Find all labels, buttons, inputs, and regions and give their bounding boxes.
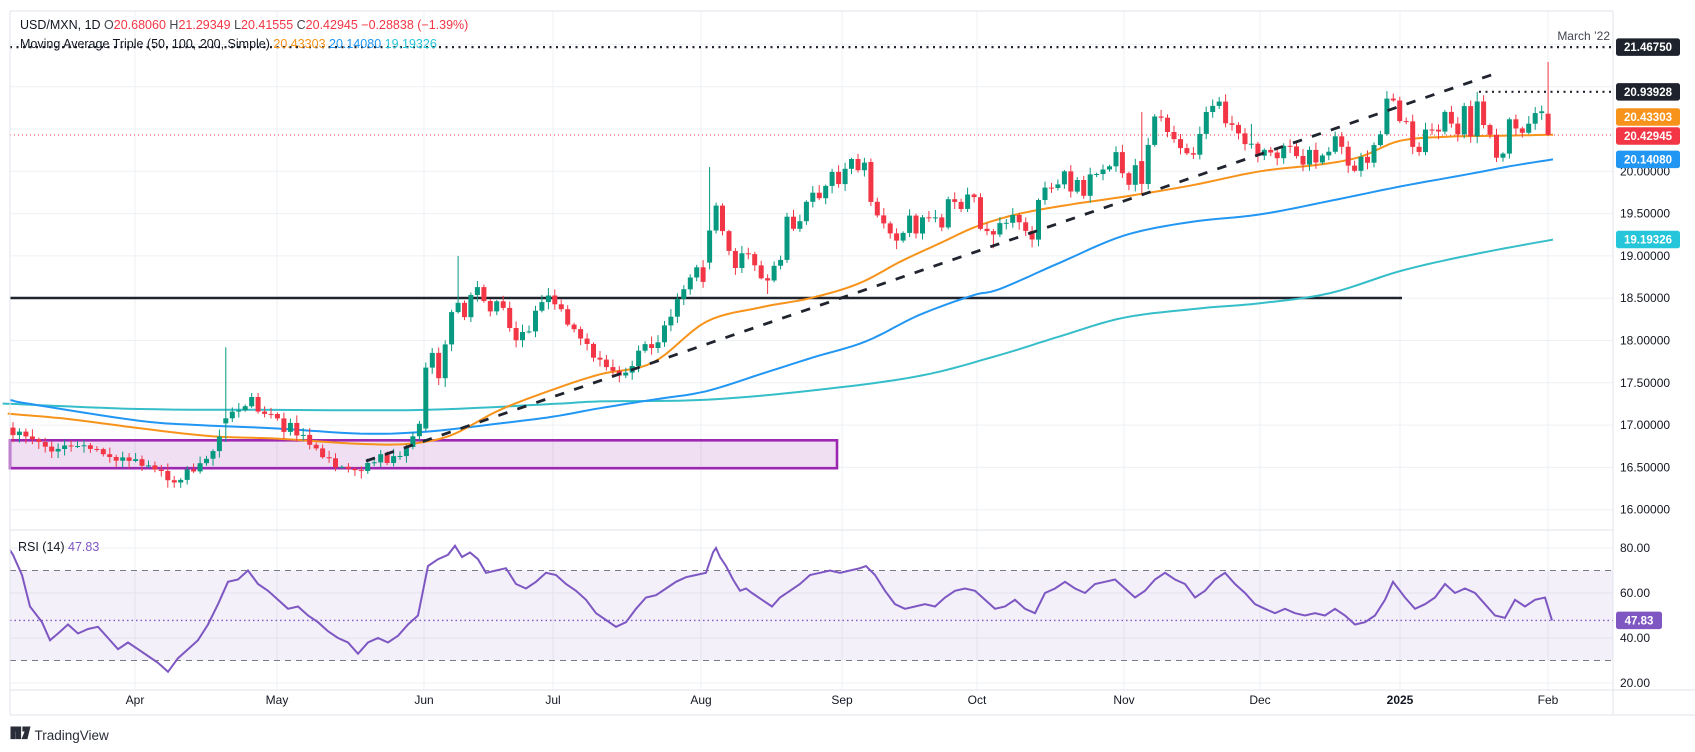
svg-text:21.46750: 21.46750 bbox=[1624, 42, 1672, 54]
svg-text:19.00000: 19.00000 bbox=[1620, 249, 1670, 263]
svg-text:Moving Average Triple (50, 100: Moving Average Triple (50, 100, 200, Sim… bbox=[20, 37, 437, 51]
svg-text:Nov: Nov bbox=[1113, 693, 1134, 707]
svg-text:Oct: Oct bbox=[968, 693, 987, 707]
svg-text:47.83: 47.83 bbox=[1625, 615, 1654, 627]
svg-text:Jun: Jun bbox=[414, 693, 433, 707]
svg-text:60.00: 60.00 bbox=[1620, 586, 1650, 600]
svg-text:USD/MXN, 1D O20.68060 H21.293: USD/MXN, 1D O20.68060 H21.29349 L20.4155… bbox=[20, 18, 468, 32]
svg-text:17.50000: 17.50000 bbox=[1620, 376, 1670, 390]
svg-text:TradingView: TradingView bbox=[35, 728, 110, 743]
svg-text:RSI (14) 47.83: RSI (14) 47.83 bbox=[18, 540, 99, 554]
svg-text:17.00000: 17.00000 bbox=[1620, 418, 1670, 432]
svg-text:40.00: 40.00 bbox=[1620, 631, 1650, 645]
svg-text:20.43303: 20.43303 bbox=[1624, 112, 1672, 124]
svg-text:19.19326: 19.19326 bbox=[1624, 235, 1672, 247]
svg-text:80.00: 80.00 bbox=[1620, 541, 1650, 555]
svg-text:16.00000: 16.00000 bbox=[1620, 503, 1670, 517]
svg-text:18.50000: 18.50000 bbox=[1620, 291, 1670, 305]
svg-text:Feb: Feb bbox=[1538, 693, 1559, 707]
svg-text:20.93928: 20.93928 bbox=[1624, 87, 1673, 99]
svg-text:2025: 2025 bbox=[1387, 693, 1414, 707]
svg-text:March ’22: March ’22 bbox=[1557, 29, 1610, 43]
svg-text:20.42945: 20.42945 bbox=[1624, 131, 1673, 143]
svg-text:Jul: Jul bbox=[545, 693, 560, 707]
svg-text:18.00000: 18.00000 bbox=[1620, 334, 1670, 348]
svg-text:May: May bbox=[266, 693, 289, 707]
svg-text:20.00: 20.00 bbox=[1620, 676, 1650, 690]
svg-text:Aug: Aug bbox=[690, 693, 711, 707]
svg-text:20.14080: 20.14080 bbox=[1624, 154, 1672, 166]
svg-text:Sep: Sep bbox=[831, 693, 853, 707]
svg-text:Apr: Apr bbox=[126, 693, 145, 707]
svg-text:Dec: Dec bbox=[1249, 693, 1270, 707]
svg-text:19.50000: 19.50000 bbox=[1620, 207, 1670, 221]
svg-text:16.50000: 16.50000 bbox=[1620, 460, 1670, 474]
